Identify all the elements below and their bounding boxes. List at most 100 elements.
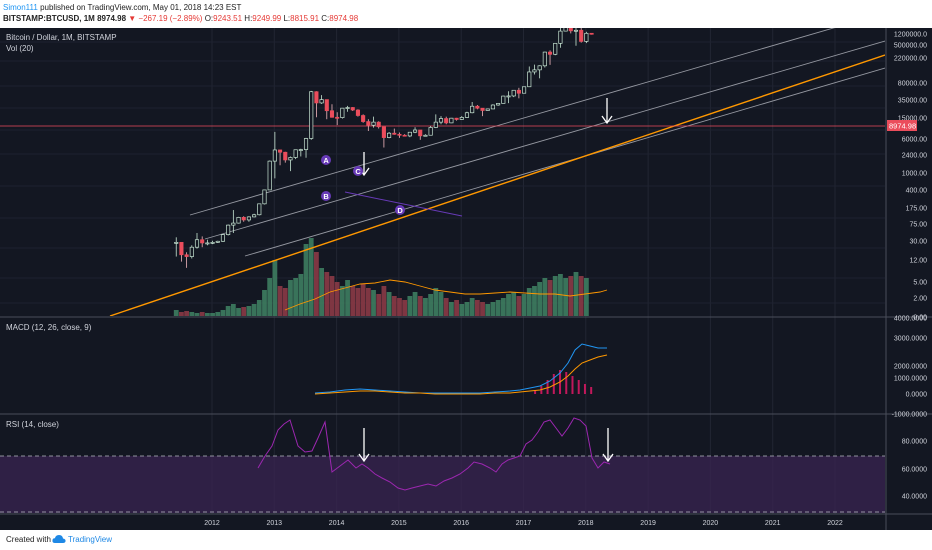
price-change: −267.19 (−2.89%)	[138, 14, 203, 23]
volume-bar-2016-10	[490, 302, 496, 316]
volume-bar-2018-04	[583, 278, 589, 316]
volume-bar-2011-09	[173, 310, 179, 316]
candle-2015-10	[428, 127, 433, 136]
volume-bar-2012-04	[210, 313, 215, 316]
volume-bar-2013-04	[272, 260, 278, 316]
price-tick-9: 400.00	[906, 188, 928, 195]
candle-2014-06	[345, 107, 350, 109]
macd-hist-bar-7	[577, 380, 580, 394]
candle-2018-01	[568, 28, 573, 32]
chart-canvas[interactable]: A B C D 1200000.0 500000.00 220000.00 80000.00…	[0, 28, 932, 530]
volume-bar-2013-10	[303, 244, 309, 316]
candle-2014-01	[319, 99, 324, 104]
grid-lines	[0, 28, 885, 514]
candle-2013-08	[293, 149, 298, 158]
volume-bar-2012-03	[204, 313, 210, 316]
macd-line	[314, 343, 607, 394]
candle-2017-08	[542, 51, 547, 67]
candle-2012-10	[241, 216, 246, 221]
volume-bar-2018-02	[573, 272, 579, 316]
time-tick-2014: 2014	[329, 520, 345, 527]
volume-bar-2017-06	[532, 286, 537, 316]
candle-2017-10	[553, 42, 558, 55]
volume-bar-2014-09	[360, 284, 366, 316]
candle-2015-03	[392, 132, 397, 135]
marker-B	[321, 191, 331, 201]
volume-bar-2015-09	[423, 298, 428, 316]
candle-2016-09	[485, 108, 490, 111]
volume-bar-2015-03	[391, 296, 397, 316]
volume-bar-2016-04	[459, 304, 465, 316]
marker-label-D: D	[397, 206, 403, 215]
rsi-tick-2: 40.0000	[902, 494, 927, 501]
candle-2014-04	[335, 116, 340, 119]
candle-2015-12	[438, 118, 444, 123]
candle-2012-04	[210, 242, 215, 244]
volume-ma-line	[284, 279, 608, 311]
wedge-line	[344, 191, 463, 217]
volume-bar-2014-12	[376, 294, 382, 316]
candle-2012-08	[231, 222, 236, 226]
candle-2016-11	[496, 103, 501, 106]
volume-bar-2011-10	[179, 312, 184, 316]
marker-label-A: A	[323, 156, 329, 165]
volume-bar-2017-10	[552, 276, 558, 316]
channel-line-1	[189, 28, 836, 216]
macd-hist-bar-8	[583, 384, 586, 394]
candle-2016-05	[464, 112, 470, 118]
volume-bar-2015-07	[412, 292, 418, 316]
price-tick-4: 35000.00	[898, 98, 927, 105]
macd-tick-0: 4000.0000	[894, 316, 927, 323]
candle-2014-10	[366, 121, 371, 126]
publish-info: Simon111 published on TradingView.com, M…	[3, 3, 241, 12]
time-tick-2017: 2017	[516, 520, 532, 527]
macd-hist-bar-5	[565, 372, 568, 394]
macd-axis: 4000.0000 3000.0000 2000.0000 1000.0000 0.00…	[892, 316, 928, 419]
volume-bar-2013-02	[262, 290, 267, 316]
candle-2017-01	[506, 95, 511, 98]
volume-bar-2012-09	[236, 308, 241, 316]
candle-2016-07	[475, 105, 480, 109]
volume-bar-2012-06	[220, 310, 226, 316]
publish-header: Simon111 published on TradingView.com, M…	[0, 0, 932, 28]
candle-2011-09	[174, 242, 179, 244]
volume-bar-2016-01	[443, 298, 449, 316]
volume-bar-2014-02	[324, 272, 330, 316]
high-label: H:	[244, 14, 253, 23]
author-link[interactable]: Simon111	[3, 3, 38, 12]
volume-bar-2015-02	[386, 292, 392, 316]
candle-2013-09	[298, 149, 303, 151]
candle-2014-11	[371, 121, 376, 126]
price-tick-8: 1000.00	[902, 171, 927, 178]
volume-bar-2013-11	[308, 238, 314, 316]
marker-A	[321, 155, 331, 165]
macd-tick-1: 3000.0000	[894, 336, 927, 343]
main-chart-title: Bitcoin / Dollar, 1M, BITSTAMP	[6, 33, 117, 42]
macd-hist-bar-6	[571, 376, 574, 394]
candle-2011-12	[189, 246, 194, 257]
marker-C	[353, 166, 363, 176]
volume-bar-2016-06	[469, 298, 475, 316]
candle-2013-03	[267, 160, 272, 191]
volume-bar-2015-08	[417, 296, 423, 316]
volume-bar-2015-12	[438, 292, 444, 316]
candle-2015-01	[381, 126, 386, 138]
volume-bars	[173, 238, 589, 316]
macd-hist-bar-0	[534, 390, 537, 394]
tradingview-brand[interactable]: TradingView	[68, 535, 113, 544]
candle-2012-12	[252, 214, 257, 218]
candle-2017-07	[537, 65, 542, 71]
last-price-badge	[887, 120, 917, 131]
rsi-tick-0: 80.0000	[902, 439, 927, 446]
volume-bar-2017-07	[537, 282, 543, 316]
volume-bar-2014-04	[334, 282, 340, 316]
macd-hist-bar-3	[552, 374, 555, 394]
volume-bar-2011-11	[184, 311, 190, 316]
volume-bar-2015-06	[407, 296, 413, 316]
rsi-line	[257, 417, 611, 491]
close-value: 8974.98	[329, 14, 359, 23]
volume-bar-2013-06	[282, 288, 288, 316]
volume-bar-2014-06	[345, 280, 350, 316]
candle-2017-09	[547, 51, 553, 55]
volume-bar-2013-12	[314, 252, 319, 316]
